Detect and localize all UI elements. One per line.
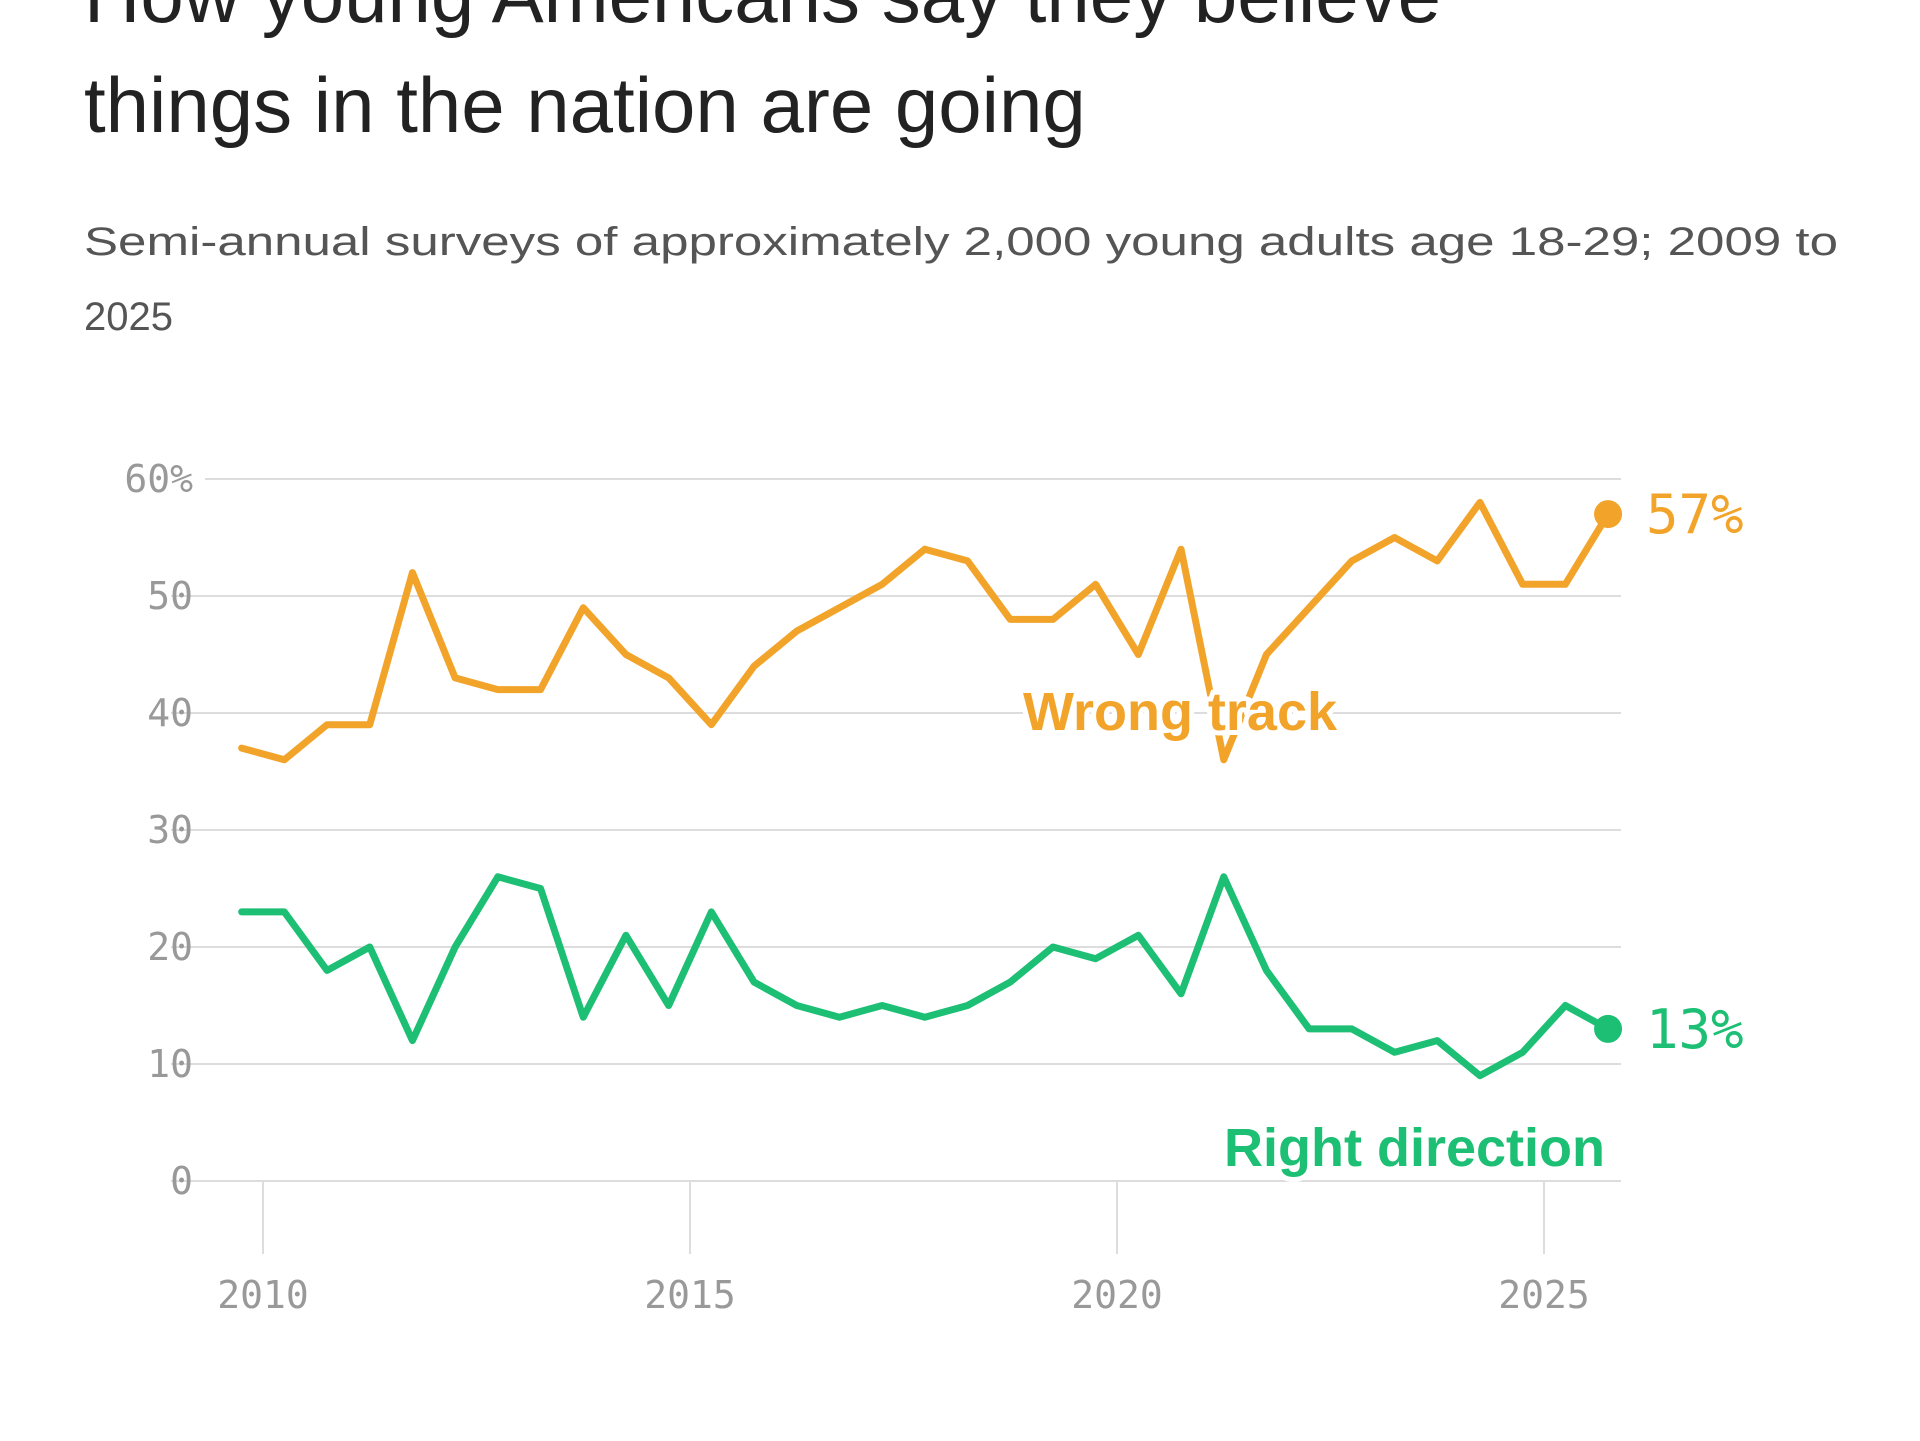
end-point-marker bbox=[1594, 1014, 1623, 1043]
chart-title-line-2: things in the nation are going bbox=[84, 61, 1086, 149]
y-tick-label: 60% bbox=[124, 457, 193, 501]
x-tick-label: 2025 bbox=[1498, 1273, 1590, 1317]
y-tick-label: 10 bbox=[147, 1042, 193, 1086]
series-label-right-direction: Right direction bbox=[1224, 1118, 1605, 1178]
y-tick-label: 0 bbox=[170, 1159, 193, 1203]
y-tick-label: 20 bbox=[147, 925, 193, 969]
x-tick-label: 2010 bbox=[217, 1273, 309, 1317]
end-value-label: 57% bbox=[1646, 483, 1744, 546]
y-tick-label: 50 bbox=[147, 574, 193, 618]
series-line-wrong-track bbox=[238, 498, 1612, 764]
x-tick-label: 2020 bbox=[1071, 1273, 1163, 1317]
chart-subtitle-line-2: 2025 bbox=[84, 295, 173, 339]
x-tick-label: 2015 bbox=[644, 1273, 736, 1317]
series-line-right-direction bbox=[238, 873, 1612, 1080]
series-labels: 57% 13% Wrong track Right direction bbox=[1018, 483, 1744, 1183]
y-tick-label: 40 bbox=[147, 691, 193, 735]
chart-subtitle-line-1: Semi-annual surveys of approximately 2,0… bbox=[84, 220, 1838, 264]
end-point-marker bbox=[1594, 500, 1623, 529]
series-lines bbox=[238, 498, 1623, 1080]
chart-title-line-1: How young Americans say they believe bbox=[84, 0, 1441, 39]
axes: 0 10 20 30 40 50 60% 2010 2015 2020 2025 bbox=[124, 457, 1621, 1317]
y-tick-label: 30 bbox=[147, 808, 193, 852]
series-label-wrong-track: Wrong track bbox=[1023, 682, 1338, 742]
end-value-label: 13% bbox=[1646, 998, 1744, 1061]
